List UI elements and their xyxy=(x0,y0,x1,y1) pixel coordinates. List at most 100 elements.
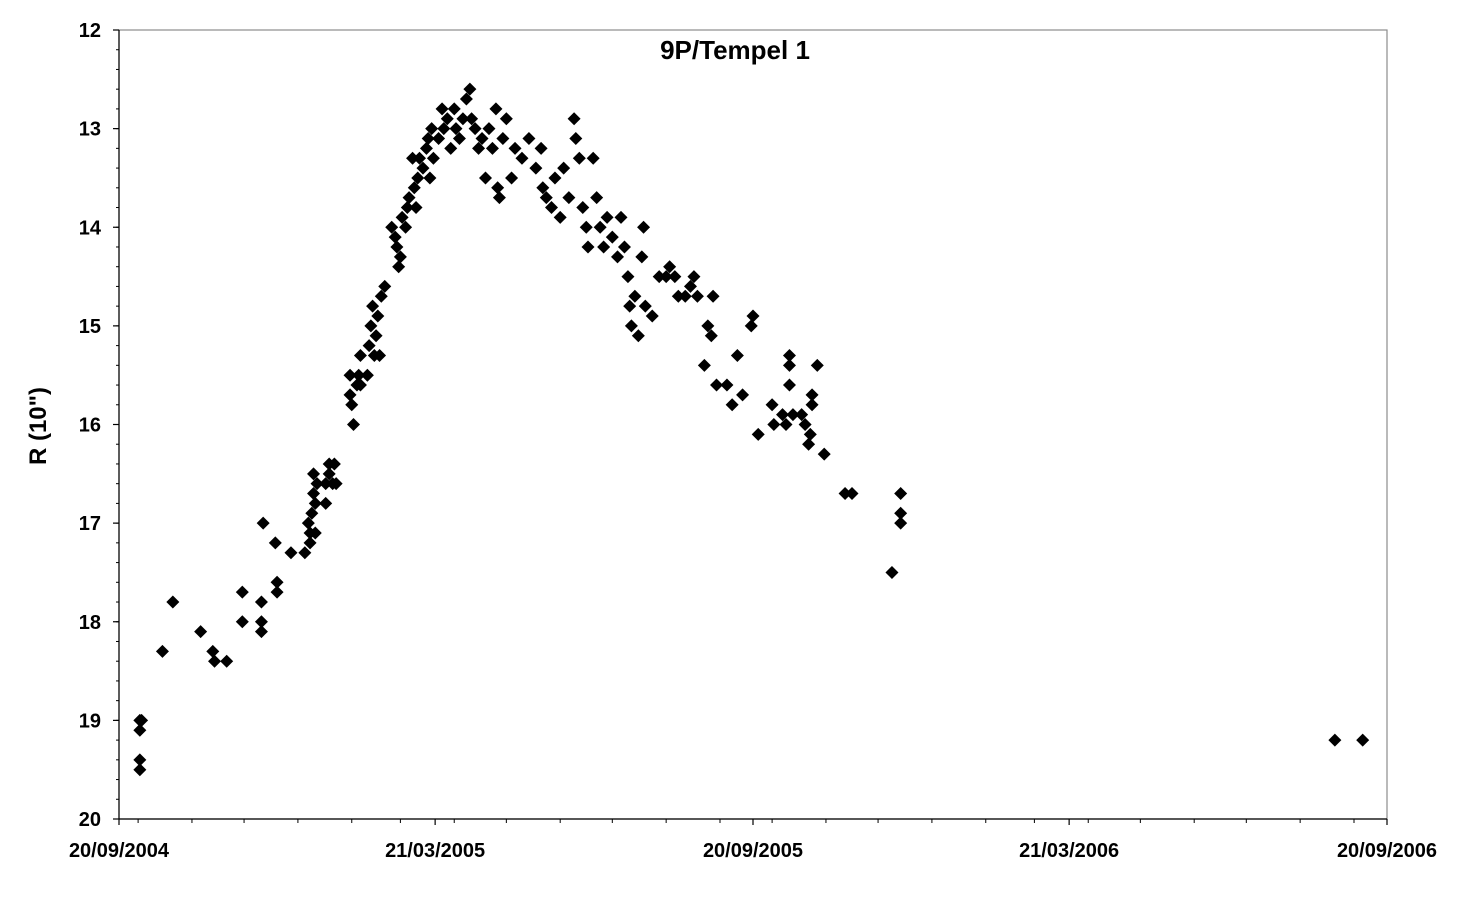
data-point xyxy=(220,654,234,668)
data-point xyxy=(346,418,360,431)
data-point xyxy=(345,398,359,412)
data-point xyxy=(786,408,800,422)
data-point xyxy=(378,279,392,293)
data-point xyxy=(319,477,333,491)
data-point xyxy=(412,151,426,165)
data-point xyxy=(385,220,399,234)
data-point xyxy=(472,141,486,155)
data-point xyxy=(720,378,734,392)
data-point xyxy=(459,92,473,106)
data-point xyxy=(623,299,637,313)
y-tick-label: 17 xyxy=(79,513,101,535)
data-point xyxy=(894,516,908,530)
data-point xyxy=(305,506,319,520)
data-point xyxy=(539,191,553,205)
data-point xyxy=(369,329,383,343)
data-point xyxy=(515,151,529,165)
data-point xyxy=(572,151,586,165)
y-tick-label: 18 xyxy=(79,612,101,634)
x-tick-label: 20/09/2006 xyxy=(1337,840,1437,862)
data-point xyxy=(579,220,593,234)
data-point xyxy=(307,487,321,501)
data-point xyxy=(795,408,809,422)
data-point xyxy=(536,181,550,195)
data-point xyxy=(668,270,682,284)
data-point xyxy=(308,496,322,510)
data-point xyxy=(485,141,499,155)
y-tick-label: 13 xyxy=(79,119,101,141)
data-point xyxy=(744,319,758,333)
data-point xyxy=(254,615,268,629)
data-point xyxy=(235,585,249,599)
data-point xyxy=(343,368,357,382)
data-point xyxy=(371,309,385,323)
data-point xyxy=(782,348,796,362)
data-point xyxy=(845,487,859,501)
data-point xyxy=(419,141,433,155)
data-point xyxy=(557,161,571,175)
data-point xyxy=(284,546,298,560)
data-point xyxy=(562,191,576,205)
data-point xyxy=(449,122,463,136)
data-point xyxy=(440,112,454,126)
data-point xyxy=(352,368,366,382)
data-point xyxy=(805,398,819,412)
data-point xyxy=(701,319,715,333)
data-point xyxy=(671,289,685,303)
data-point xyxy=(838,487,852,501)
data-point xyxy=(782,378,796,392)
data-point xyxy=(545,201,559,215)
data-point xyxy=(256,516,270,530)
data-point xyxy=(409,201,423,215)
data-point xyxy=(362,339,376,353)
data-point xyxy=(353,378,367,392)
data-point xyxy=(746,309,760,323)
data-point xyxy=(697,358,711,372)
data-point xyxy=(569,131,583,145)
data-point xyxy=(505,171,519,185)
data-point xyxy=(638,299,652,313)
x-axis: 20/09/2004 21/03/2005 20/09/2005 21/03/2006… xyxy=(69,818,1437,862)
data-point xyxy=(810,358,824,372)
data-point xyxy=(465,112,479,126)
y-axis: 12 13 14 15 16 17 18 19 20 xyxy=(79,20,120,831)
data-point xyxy=(1328,733,1342,747)
data-point xyxy=(475,131,489,145)
x-tick-label: 20/09/2005 xyxy=(703,840,803,862)
data-point xyxy=(208,654,222,668)
data-point xyxy=(194,625,208,639)
data-point xyxy=(301,516,315,530)
data-point xyxy=(522,131,536,145)
data-point xyxy=(617,240,631,254)
data-point xyxy=(133,753,147,767)
plot-area xyxy=(118,29,1388,820)
data-point xyxy=(704,329,718,343)
data-point xyxy=(399,220,413,234)
data-point xyxy=(364,319,378,333)
data-point xyxy=(416,161,430,175)
data-point xyxy=(327,457,341,471)
data-point xyxy=(706,289,720,303)
data-point xyxy=(499,112,513,126)
data-point xyxy=(600,210,614,224)
data-point xyxy=(366,299,380,313)
data-point xyxy=(508,141,522,155)
data-point xyxy=(736,388,750,402)
data-points xyxy=(133,82,1370,777)
data-point xyxy=(637,220,651,234)
data-point xyxy=(605,230,619,244)
data-point xyxy=(730,348,744,362)
data-point xyxy=(482,122,496,136)
data-point xyxy=(631,329,645,343)
data-point xyxy=(678,289,692,303)
data-point xyxy=(659,270,673,284)
data-point xyxy=(425,122,439,136)
data-point xyxy=(782,358,796,372)
data-point xyxy=(779,418,793,431)
data-point xyxy=(690,289,704,303)
data-point xyxy=(491,181,505,195)
data-point xyxy=(802,437,816,451)
data-point xyxy=(235,615,249,629)
data-point xyxy=(798,418,812,431)
